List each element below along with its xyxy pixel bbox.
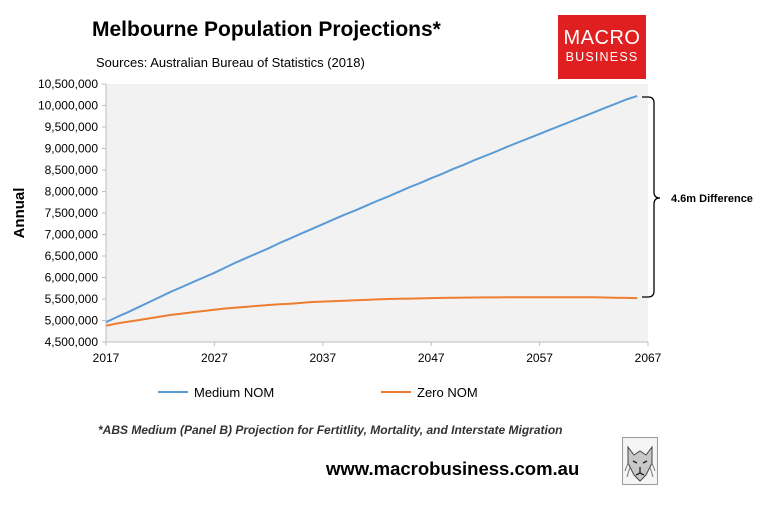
legend-label: Zero NOM (417, 385, 478, 400)
x-tick-label: 2027 (201, 351, 228, 365)
y-tick-label: 10,500,000 (38, 77, 98, 91)
axis-ticks: 4,500,000 5,000,000 5,500,000 6,000,000 6,50… (38, 77, 662, 365)
chart-subtitle: Sources: Australian Bureau of Statistics… (96, 55, 365, 70)
logo-line-1: MACRO (563, 27, 641, 49)
chart-title: Melbourne Population Projections* (92, 18, 441, 41)
y-tick-label: 7,000,000 (45, 228, 99, 242)
series-line-medium-nom (105, 95, 638, 324)
y-tick-label: 5,500,000 (45, 292, 99, 306)
y-tick-label: 6,500,000 (45, 249, 99, 263)
macrobusiness-logo: MACRO BUSINESS (558, 15, 646, 79)
footnote: *ABS Medium (Panel B) Projection for Fer… (98, 423, 563, 437)
x-tick-label: 2057 (526, 351, 553, 365)
y-tick-label: 5,000,000 (45, 314, 99, 328)
population-line-chart: 4,500,000 5,000,000 5,500,000 6,000,000 6,50… (11, 77, 753, 400)
difference-annotation: 4.6m Difference (671, 193, 753, 205)
y-tick-label: 7,500,000 (45, 206, 99, 220)
x-tick-label: 2017 (93, 351, 120, 365)
x-tick-label: 2047 (418, 351, 445, 365)
website-url[interactable]: www.macrobusiness.com.au (326, 458, 580, 479)
series-line-zero-nom (105, 296, 638, 327)
y-tick-label: 9,000,000 (45, 142, 99, 156)
x-tick-label: 2037 (309, 351, 336, 365)
wolf-icon (622, 437, 658, 485)
logo-line-2: BUSINESS (565, 50, 639, 64)
legend-label: Medium NOM (194, 385, 274, 400)
legend-item: Zero NOM (381, 385, 478, 400)
series-lines (105, 95, 638, 327)
legend-item: Medium NOM (158, 385, 274, 400)
x-tick-label: 2067 (635, 351, 662, 365)
chart-legend: Medium NOM Zero NOM (158, 385, 478, 400)
y-tick-label: 9,500,000 (45, 120, 99, 134)
y-tick-label: 8,500,000 (45, 163, 99, 177)
y-tick-label: 4,500,000 (45, 335, 99, 349)
y-tick-label: 10,000,000 (38, 99, 98, 113)
y-tick-label: 8,000,000 (45, 185, 99, 199)
y-axis-label: Annual (11, 188, 28, 239)
difference-brace (642, 96, 661, 298)
y-tick-label: 6,000,000 (45, 271, 99, 285)
